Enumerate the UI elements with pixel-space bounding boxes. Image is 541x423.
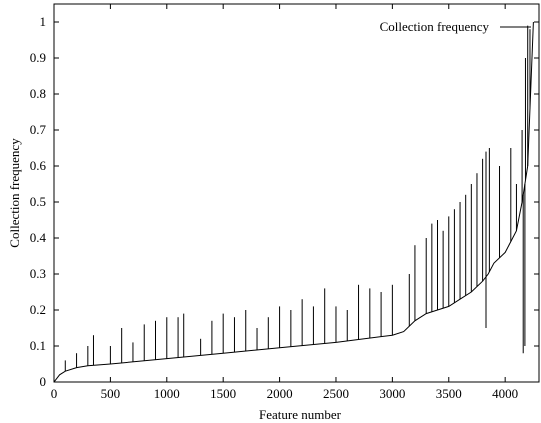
y-tick-label: 0.4 [30,230,47,245]
legend-label: Collection frequency [380,19,490,34]
legend: Collection frequency [380,19,531,34]
series-line-baseline [53,21,534,383]
y-tick-label: 0.5 [30,194,46,209]
x-tick-label: 3000 [379,386,405,401]
y-tick-label: 0.2 [30,302,46,317]
series-group [53,21,534,383]
y-axis-label: Collection frequency [7,138,22,248]
x-tick-label: 1500 [210,386,236,401]
y-tick-label: 0.7 [30,122,47,137]
x-tick-label: 1000 [154,386,180,401]
axis-ticks: 0 500 1000 1500 2000 2500 3000 3500 4000 0 0.1 0.2 0… [30,4,539,401]
y-tick-label: 0.1 [30,338,46,353]
y-tick-label: 1 [40,14,47,29]
x-tick-label: 4000 [492,386,518,401]
y-tick-label: 0.3 [30,266,46,281]
y-tick-label: 0.9 [30,50,46,65]
y-tick-label: 0.6 [30,158,47,173]
x-tick-label: 3500 [436,386,462,401]
x-tick-label: 0 [51,386,58,401]
x-axis-label: Feature number [259,407,342,422]
x-tick-label: 500 [101,386,121,401]
plot-area-frame [53,3,540,383]
x-tick-label: 2500 [323,386,349,401]
y-tick-label: 0 [40,374,47,389]
y-tick-label: 0.8 [30,86,46,101]
x-tick-label: 2000 [267,386,293,401]
